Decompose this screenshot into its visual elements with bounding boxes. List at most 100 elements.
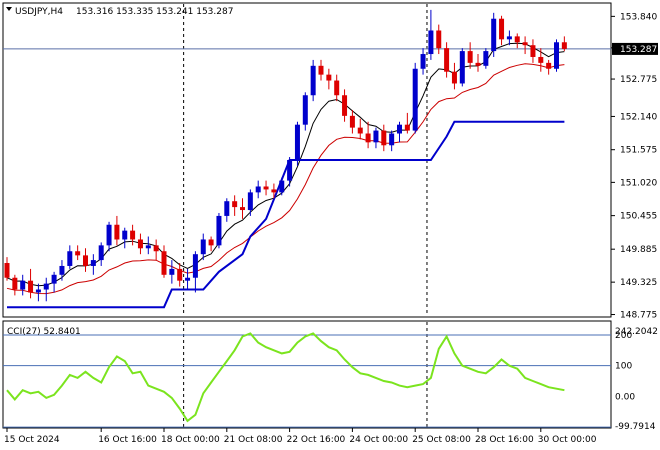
time-tick-label: 15 Oct 2024 xyxy=(4,435,60,445)
candle-body xyxy=(499,18,505,40)
candle-body xyxy=(83,255,88,266)
candle-body xyxy=(279,180,285,193)
candle-body xyxy=(522,42,528,46)
candle-body xyxy=(114,224,120,240)
price-tick-label: 148.775 xyxy=(620,311,657,321)
candle-body xyxy=(4,263,10,278)
candle-body xyxy=(412,68,418,131)
candle-body xyxy=(106,224,112,246)
candle-body xyxy=(475,62,481,66)
candle-body xyxy=(287,160,293,181)
candle-body xyxy=(12,277,18,290)
cci-plot-frame xyxy=(2,320,612,429)
current-price-label: 153.287 xyxy=(620,45,657,55)
price-panel xyxy=(3,4,611,316)
price-tick-label: 152.140 xyxy=(620,112,657,122)
candle-body xyxy=(554,42,559,69)
candle-body xyxy=(255,186,261,193)
time-tick-label: 24 Oct 00:00 xyxy=(349,435,408,445)
cci-tick-label: 100 xyxy=(615,362,632,372)
cci-tick-label: 200 xyxy=(615,331,632,341)
candle-body xyxy=(326,74,332,81)
slow-ma-line xyxy=(6,63,565,295)
candle-body xyxy=(404,124,410,131)
candle-body xyxy=(294,124,300,160)
symbol-label: USDJPY,H4 xyxy=(15,7,63,17)
candle-body xyxy=(302,95,308,125)
candle-body xyxy=(357,127,363,134)
cci-tick-label: 242.2042 xyxy=(615,327,658,337)
candle-body xyxy=(436,30,442,49)
candle-body xyxy=(263,186,269,190)
price-tick-label: 151.575 xyxy=(620,146,657,156)
candle-body xyxy=(365,133,371,143)
candle-body xyxy=(381,130,387,146)
candle-body xyxy=(561,42,567,49)
ohlc-readout: 153.316 153.335 153.241 153.287 xyxy=(76,7,233,17)
candle-body xyxy=(67,251,73,266)
price-tick-label: 150.455 xyxy=(620,212,657,222)
candle-body xyxy=(491,18,497,52)
candle-body xyxy=(169,268,175,275)
candle-body xyxy=(75,251,81,256)
candle-body xyxy=(514,36,520,43)
time-tick-label: 16 Oct 16:00 xyxy=(98,435,157,445)
cci-tick-label: -99.7914 xyxy=(615,422,656,432)
candle-body xyxy=(51,274,57,284)
candle-body xyxy=(334,80,340,96)
candle-body xyxy=(130,230,136,240)
cci-line xyxy=(6,332,565,423)
candle-body xyxy=(137,239,143,249)
candle-body xyxy=(145,245,151,249)
chevron-down-icon[interactable] xyxy=(6,7,12,11)
candle-body xyxy=(35,289,41,293)
candle-body xyxy=(538,56,544,63)
time-tick-label: 28 Oct 16:00 xyxy=(475,435,534,445)
candle-body xyxy=(98,245,104,261)
candle-body xyxy=(373,130,379,143)
price-tick-label: 149.325 xyxy=(620,278,657,288)
candle-body xyxy=(506,36,512,40)
candle-body xyxy=(483,51,489,66)
time-tick-label: 18 Oct 00:00 xyxy=(161,435,220,445)
candle-body xyxy=(200,239,206,255)
candle-body xyxy=(43,283,49,290)
candle-body xyxy=(389,133,395,146)
candle-body xyxy=(546,62,552,69)
candle-body xyxy=(467,51,473,63)
candle-body xyxy=(318,65,324,75)
candle-body xyxy=(232,201,238,208)
candle-body xyxy=(20,280,26,290)
candle-body xyxy=(224,201,230,216)
candle-body xyxy=(192,254,198,278)
cci-panel xyxy=(3,322,611,428)
candle-body xyxy=(451,71,457,84)
candle-body xyxy=(177,268,183,281)
candle-body xyxy=(444,48,450,72)
candle-body xyxy=(122,230,128,240)
candle-body xyxy=(216,215,222,246)
candle-body xyxy=(310,65,316,96)
candle-body xyxy=(59,265,65,275)
candle-body xyxy=(271,189,277,193)
candle-body xyxy=(161,251,167,275)
time-tick-label: 21 Oct 08:00 xyxy=(224,435,283,445)
trailing-stop-line xyxy=(7,120,565,309)
time-tick-label: 22 Oct 16:00 xyxy=(287,435,346,445)
candle-body xyxy=(90,260,96,266)
price-tick-label: 153.840 xyxy=(620,12,657,22)
candle-body xyxy=(28,280,34,293)
price-tick-label: 149.885 xyxy=(620,245,657,255)
cci-title: CCI(27) 52.8401 xyxy=(7,327,81,337)
candle-body xyxy=(240,207,245,211)
price-tick-label: 151.020 xyxy=(620,178,657,188)
candle-body xyxy=(530,45,536,57)
candle-body xyxy=(428,30,434,55)
candle-body xyxy=(247,192,253,211)
candle-body xyxy=(459,51,465,84)
cci-tick-label: 0.00 xyxy=(615,392,635,402)
price-tick-label: 152.775 xyxy=(620,75,657,85)
candle-body xyxy=(185,277,191,281)
candle-body xyxy=(349,115,355,128)
